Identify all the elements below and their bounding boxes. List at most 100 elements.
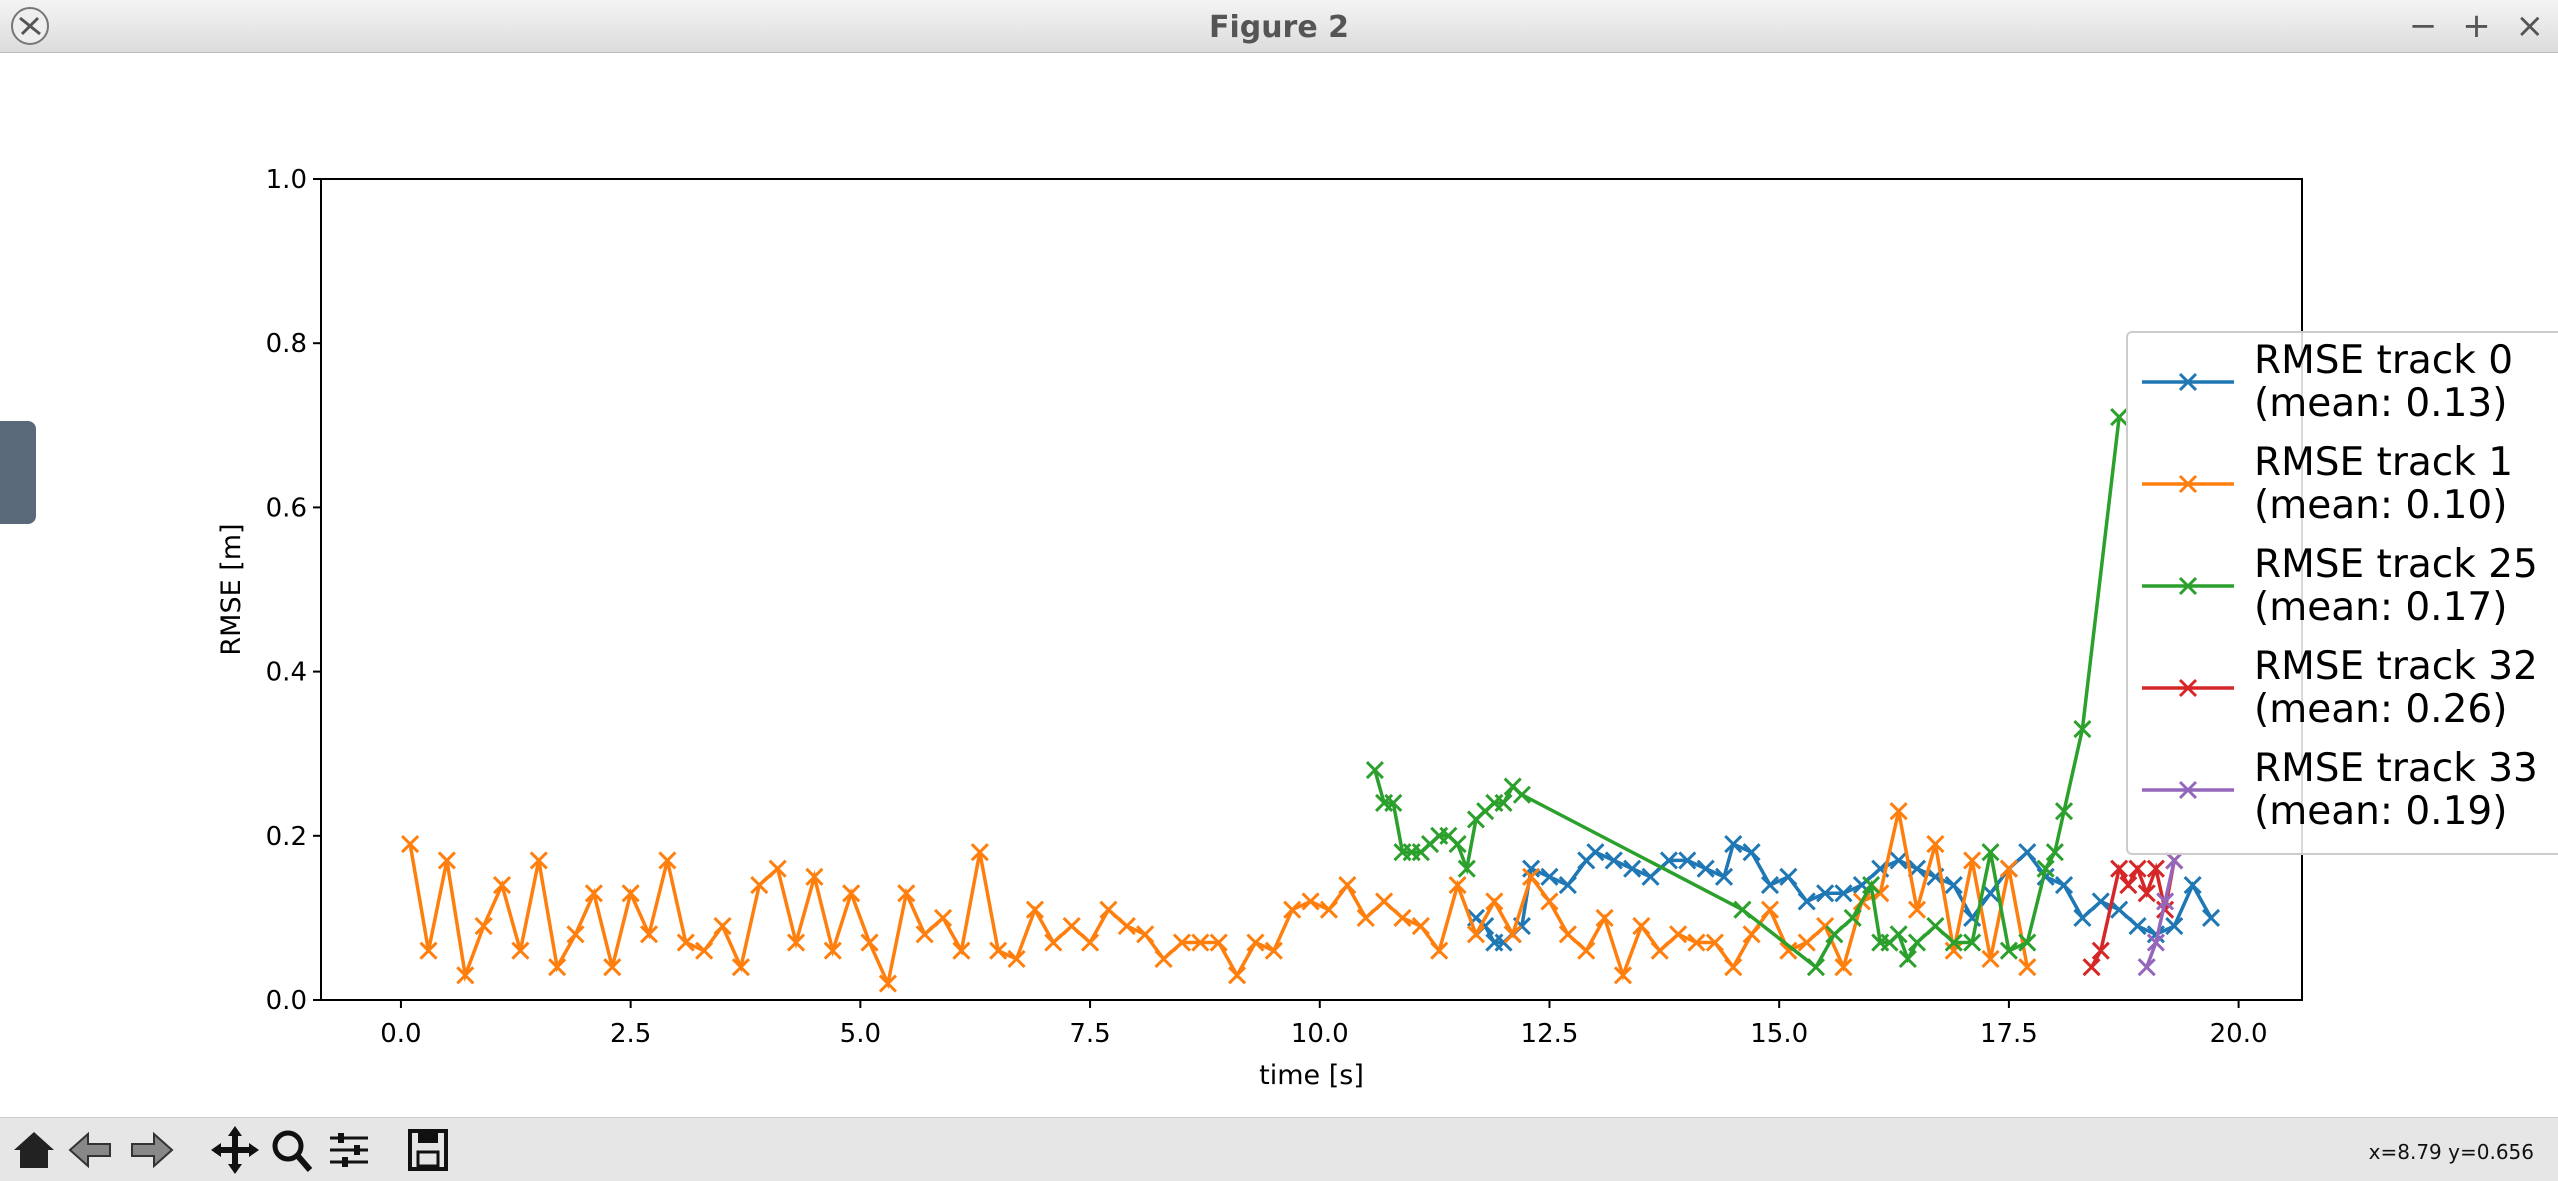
marker [2178, 474, 2198, 494]
marker [1760, 900, 1780, 919]
forward-button[interactable] [131, 1131, 174, 1169]
marker [2201, 908, 2221, 927]
marker [952, 941, 971, 960]
window-title: Figure 2 [1208, 10, 1350, 45]
cursor-status: x=8.79 y=0.656 [2368, 1140, 2534, 1164]
marker [1696, 859, 1715, 878]
marker [1466, 925, 1486, 944]
marker [1365, 761, 1384, 780]
marker [1558, 925, 1577, 944]
marker [1963, 933, 1982, 952]
marker [1742, 925, 1761, 944]
back-button[interactable] [68, 1131, 111, 1169]
marker [2156, 892, 2175, 911]
marker [1595, 908, 1614, 927]
y-tick-label: 0.6 [266, 493, 307, 523]
marker [750, 875, 769, 895]
marker [1623, 859, 1642, 878]
marker [1907, 900, 1927, 919]
marker [768, 859, 787, 878]
marker [2137, 884, 2156, 903]
marker [1503, 925, 1522, 944]
marker [970, 843, 989, 862]
marker [1448, 875, 1467, 895]
marker [2073, 908, 2092, 927]
y-tick-label: 1.0 [266, 165, 307, 195]
marker [1025, 900, 1044, 919]
marker [474, 917, 493, 936]
marker [933, 908, 953, 927]
marker [1806, 958, 1826, 977]
maximize-button[interactable]: + [2462, 6, 2491, 46]
marker [2045, 843, 2064, 862]
marker [2119, 875, 2138, 895]
marker [1733, 900, 1752, 919]
marker [1834, 958, 1853, 977]
home-button[interactable] [14, 1132, 54, 1168]
marker [1669, 925, 1688, 944]
legend: RMSE track 0 (mean: 0.13) RMSE track 1 (m… [2126, 331, 2558, 855]
marker [1999, 859, 2018, 878]
x-tick-label: 0.0 [380, 1019, 421, 1049]
x-tick-label: 20.0 [2210, 1019, 2268, 1049]
app-icon[interactable] [8, 4, 52, 48]
series-line [2145, 860, 2176, 968]
marker [1825, 925, 1844, 944]
marker [2036, 859, 2055, 878]
marker [1099, 900, 1118, 919]
marker [584, 884, 603, 903]
marker [1136, 925, 1155, 944]
marker [511, 941, 530, 960]
legend-swatch [2142, 474, 2234, 494]
window-controls: − + × [2395, 6, 2544, 46]
marker [1944, 941, 1963, 960]
minimize-button[interactable]: − [2408, 6, 2438, 46]
legend-swatch [2142, 678, 2234, 698]
save-button[interactable] [408, 1129, 448, 1171]
marker [1687, 933, 1706, 952]
marker [1779, 941, 1798, 960]
marker [1724, 958, 1743, 977]
marker [2146, 859, 2165, 878]
x-tick-label: 10.0 [1291, 1019, 1349, 1049]
legend-entry: RMSE track 32 (mean: 0.26) [2128, 639, 2558, 741]
legend-label: RMSE track 1 (mean: 0.10) [2254, 440, 2514, 528]
marker [2146, 925, 2165, 944]
marker [2178, 780, 2198, 800]
marker [2054, 802, 2074, 821]
marker [1356, 908, 1375, 927]
marker [897, 884, 916, 903]
marker [1384, 793, 1403, 813]
pan-button[interactable] [211, 1126, 259, 1174]
legend-label: RMSE track 32 (mean: 0.26) [2254, 644, 2538, 732]
marker [1742, 843, 1761, 862]
marker [419, 941, 438, 960]
marker [401, 834, 420, 854]
marker [548, 958, 567, 977]
chart: 0.0 2.5 5.0 7.5 10.0 12.5 15.0 17.5 20.0 0.0 0.2 0.… [216, 165, 2303, 1091]
marker [1062, 917, 1081, 936]
legend-label: RMSE track 25 (mean: 0.17) [2254, 542, 2538, 630]
marker [1319, 900, 1339, 919]
marker [915, 925, 934, 944]
marker [1705, 933, 1724, 952]
marker [695, 941, 714, 960]
configure-button[interactable] [330, 1133, 368, 1167]
marker [566, 925, 585, 944]
marker [989, 941, 1008, 960]
marker [1889, 802, 1908, 821]
marker [1981, 949, 2000, 969]
close-button[interactable]: × [2515, 6, 2545, 46]
y-axis-label: RMSE [m] [216, 523, 247, 655]
marker [1981, 843, 2000, 862]
marker [878, 974, 897, 993]
marker [639, 925, 659, 944]
marker [1944, 933, 1963, 952]
marker [823, 941, 842, 960]
side-tab[interactable] [0, 421, 36, 524]
marker [1926, 834, 1945, 854]
marker [2178, 576, 2198, 596]
marker [1411, 917, 1430, 936]
zoom-button[interactable] [272, 1130, 313, 1172]
